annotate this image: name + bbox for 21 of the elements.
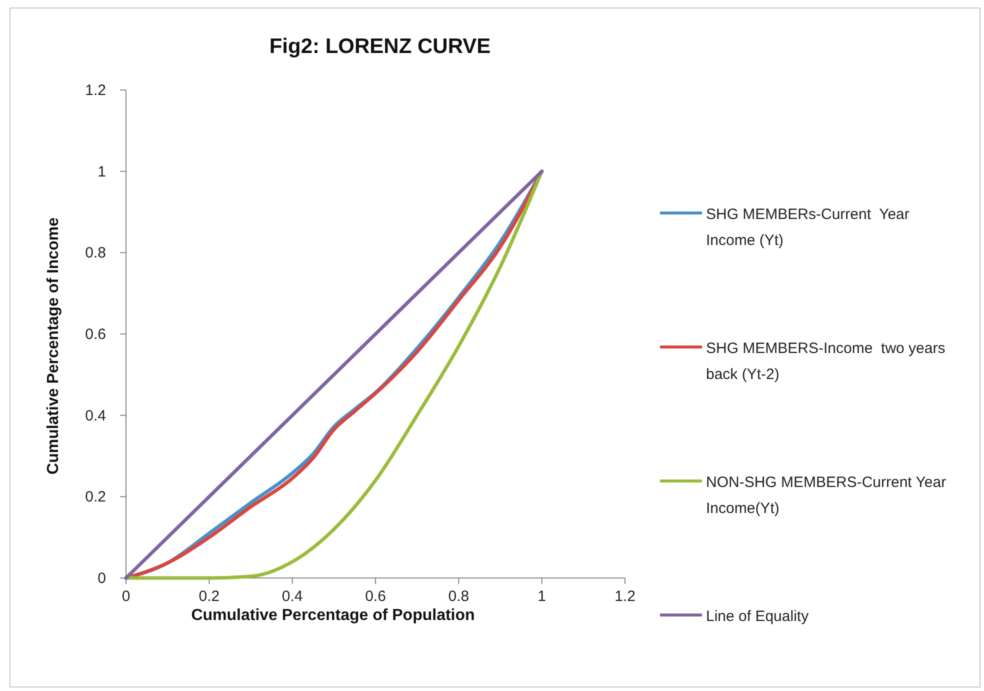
y-tick-label: 1.2 <box>85 82 106 99</box>
legend-label: Line of Equality <box>706 608 810 625</box>
y-tick-label: 0.6 <box>85 326 106 343</box>
y-tick-label: 0 <box>98 570 106 587</box>
y-tick-label: 0.4 <box>85 407 106 424</box>
x-tick-label: 1.2 <box>614 588 636 605</box>
x-tick-label: 0.4 <box>282 588 303 605</box>
y-tick-label: 0.2 <box>85 488 106 506</box>
x-tick-label: 0.6 <box>365 588 386 605</box>
x-tick-label: 0.8 <box>448 588 470 605</box>
x-axis-title: Cumulative Percentage of Population <box>191 607 475 624</box>
y-tick-label: 0.8 <box>85 244 106 262</box>
x-tick-label: 0 <box>122 588 130 605</box>
y-axis-title: Cumulative Percentage of Income <box>45 217 62 474</box>
legend-label: SHG MEMBERs-Current Year Income (Yt) <box>706 206 910 249</box>
legend-label: NON-SHG MEMBERS-Current Year Income(Yt) <box>706 474 946 517</box>
legend-label: SHG MEMBERS-Income two years back (Yt-2) <box>706 340 946 383</box>
y-tick-label: 1 <box>98 163 106 180</box>
chart-title: Fig2: LORENZ CURVE <box>269 35 491 58</box>
x-tick-label: 0.2 <box>198 588 220 605</box>
x-tick-label: 1 <box>538 588 546 605</box>
